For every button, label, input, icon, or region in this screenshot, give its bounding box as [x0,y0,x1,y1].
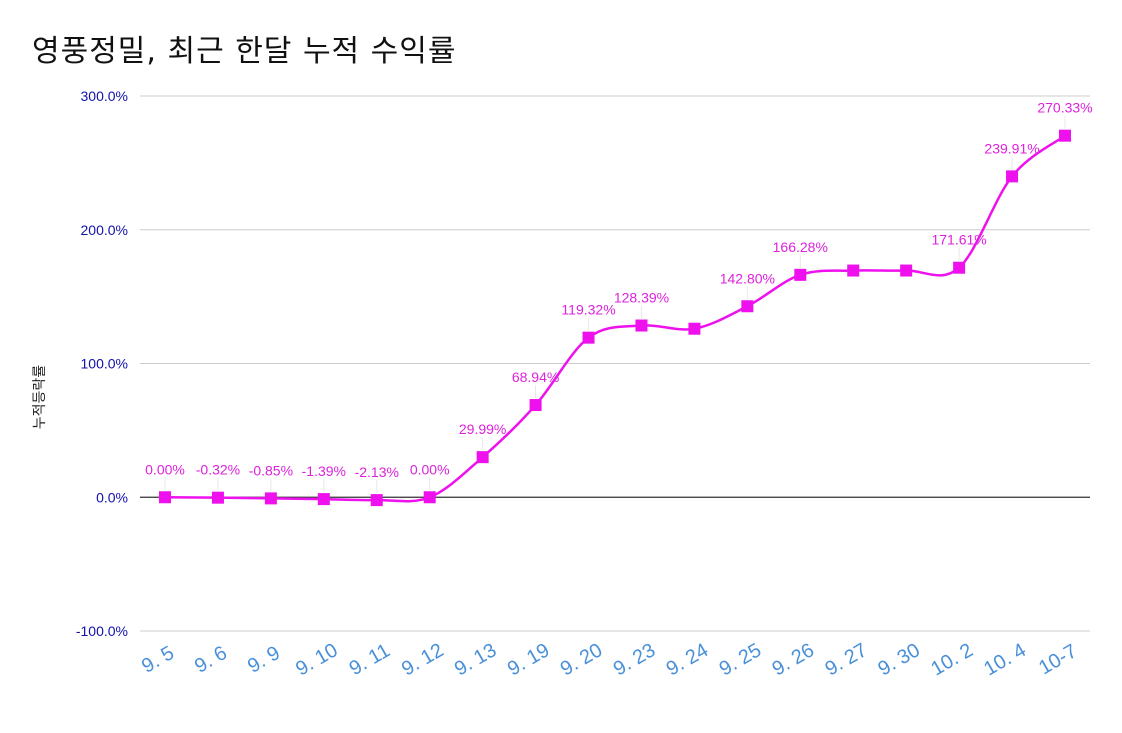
y-tick-label: 200.0% [81,222,128,238]
data-point [159,491,171,504]
gridlines [140,95,1090,632]
data-label: 239.91% [984,140,1039,156]
x-tick-label: 9. 10 [292,639,342,680]
data-point [1006,170,1019,183]
x-tick-label: 9. 24 [663,639,713,680]
data-point [317,493,330,506]
data-point [741,300,754,313]
data-label: 142.80% [720,270,775,286]
x-tick-label: 9. 5 [138,642,178,678]
x-axis-ticks: 9. 5 9. 6 9. 9 9. 10 9. 11 9. 12 9. 13 9. 19 9. … [138,639,1081,680]
y-tick-label: 0.0% [96,489,128,505]
data-label: 0.00% [410,461,450,477]
x-tick-label: 9. 9 [244,642,284,678]
series-points [159,129,1071,507]
data-label: 68.94% [512,369,559,385]
x-tick-label: 10-7 [1035,640,1081,679]
data-point [423,491,436,504]
data-label: 270.33% [1037,100,1092,116]
data-label: 0.00% [145,461,185,477]
x-tick-label: 9. 25 [716,639,766,680]
data-point [529,399,542,412]
data-point [847,264,860,277]
x-tick-label: 9. 23 [610,639,660,680]
y-tick-label: -100.0% [76,623,128,639]
data-label: -2.13% [355,464,399,480]
x-tick-label: 10. 4 [980,639,1030,680]
x-tick-label: 9. 12 [398,639,448,680]
data-point [688,322,701,335]
x-tick-label: 9. 30 [874,639,924,680]
x-tick-label: 10. 2 [927,639,977,680]
data-point [953,261,966,274]
data-point [582,331,595,344]
data-point [794,268,807,281]
data-point [264,492,277,505]
x-tick-label: 9. 20 [557,639,607,680]
x-tick-label: 9. 6 [191,642,231,678]
y-axis-ticks: 300.0% 200.0% 100.0% 0.0% -100.0% [76,88,128,639]
data-label: -0.32% [196,462,240,478]
data-labels: 0.00% -0.32% -0.85% -1.39% -2.13% 0.00% 29.99%… [145,100,1093,494]
data-point [1059,129,1071,142]
x-tick-label: 9. 26 [769,639,819,680]
x-tick-label: 9. 19 [504,639,554,680]
data-label: -1.39% [302,463,346,479]
data-label: 171.61% [931,232,986,248]
data-label: 166.28% [773,239,828,255]
data-point [370,494,383,507]
y-tick-label: 100.0% [81,356,128,372]
y-axis-label: 누적등락률 [32,365,48,430]
series-line [164,134,1066,503]
chart-title: 영풍정밀, 최근 한달 누적 수익률 [32,34,457,69]
x-tick-label: 9. 11 [346,640,394,681]
x-tick-label: 9. 13 [451,639,501,680]
data-label: 128.39% [614,290,669,306]
data-label: 29.99% [459,421,506,437]
x-tick-label: 9. 27 [821,639,871,680]
data-point [476,451,489,464]
data-label: -0.85% [249,462,293,478]
data-point [211,491,224,504]
data-label: 119.32% [561,302,615,318]
data-point [635,319,648,332]
data-point [900,264,913,277]
y-tick-label: 300.0% [81,88,128,104]
